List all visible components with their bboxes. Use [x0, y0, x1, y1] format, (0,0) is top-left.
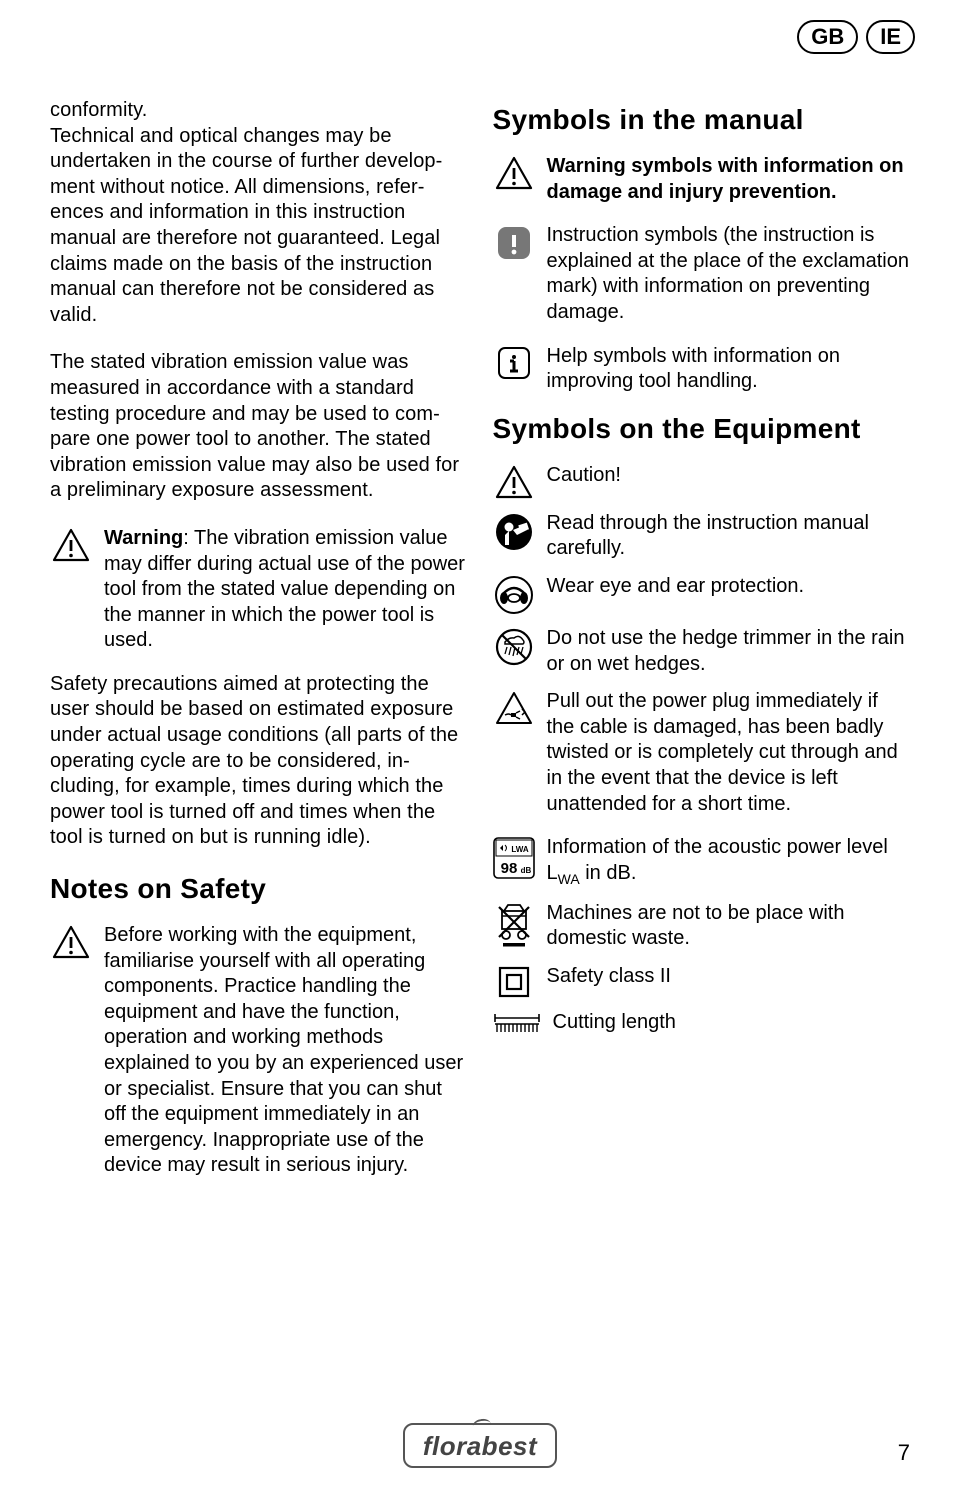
eq-caution-row: Caution! — [493, 463, 911, 499]
eq-waste-text: Machines are not to be place with domest… — [547, 901, 911, 952]
eq-acoustic-text: Information of the acoustic power level … — [547, 835, 911, 889]
para-vibration: The stated vibration emission value was … — [50, 350, 468, 504]
instruction-circle-icon — [493, 223, 535, 261]
warning-vibration-text: Warning: The vibration emission value ma… — [104, 526, 468, 654]
eq-safety-class-row: Safety class II — [493, 964, 911, 998]
unplug-icon — [493, 689, 535, 725]
footer: florabest — [0, 1423, 960, 1468]
no-rain-icon — [493, 626, 535, 666]
eq-waste-row: Machines are not to be place with domest… — [493, 901, 911, 952]
eq-manual-row: Read through the instruction manual care… — [493, 511, 911, 562]
warning-triangle-icon — [493, 154, 535, 190]
brand-logo: florabest — [403, 1423, 557, 1468]
eq-rain-row: Do not use the hedge trimmer in the rain… — [493, 626, 911, 677]
svg-text:dB: dB — [520, 866, 531, 875]
right-column: Symbols in the manual Warning symbols wi… — [493, 98, 911, 1197]
svg-text:98: 98 — [500, 860, 517, 877]
badge-ie: IE — [866, 20, 915, 54]
eq-cutting-length-text: Cutting length — [553, 1010, 911, 1036]
eq-rain-text: Do not use the hedge trimmer in the rain… — [547, 626, 911, 677]
warning-triangle-icon — [50, 526, 92, 562]
safety-class-ii-icon — [493, 964, 535, 998]
notes-safety-text: Before working with the equipment, famil… — [104, 923, 468, 1179]
warning-triangle-icon — [493, 463, 535, 499]
sym-warning-text: Warning symbols with infor­mation on dam… — [547, 154, 911, 205]
heading-symbols-manual: Symbols in the manual — [493, 104, 911, 136]
eq-safety-class-text: Safety class II — [547, 964, 911, 990]
content-columns: conformity. Technical and optical change… — [50, 98, 910, 1197]
sym-instruction-row: Instruction symbols (the instruction is … — [493, 223, 911, 325]
eq-plug-text: Pull out the power plug immediately if t… — [547, 689, 911, 817]
eq-manual-text: Read through the instruction manual care… — [547, 511, 911, 562]
eye-ear-protection-icon — [493, 574, 535, 614]
sym-warning-row: Warning symbols with infor­mation on dam… — [493, 154, 911, 205]
notes-safety-row: Before working with the equipment, famil… — [50, 923, 468, 1179]
eq-cutting-length-row: Cutting length — [493, 1010, 911, 1036]
heading-notes-safety: Notes on Safety — [50, 873, 468, 905]
heading-symbols-equipment: Symbols on the Equipment — [493, 413, 911, 445]
read-manual-icon — [493, 511, 535, 551]
para-conformity: conformity. Technical and optical change… — [50, 98, 468, 328]
lwa-badge-icon: LWA 98 dB — [493, 835, 535, 879]
sym-instruction-text: Instruction symbols (the instruction is … — [547, 223, 911, 325]
eq-protection-text: Wear eye and ear protection. — [547, 574, 911, 600]
sym-help-text: Help symbols with information on improvi… — [547, 344, 911, 395]
eq-plug-row: Pull out the power plug immediately if t… — [493, 689, 911, 817]
svg-text:LWA: LWA — [511, 845, 529, 854]
badge-gb: GB — [797, 20, 858, 54]
sym-help-row: Help symbols with information on improvi… — [493, 344, 911, 395]
page-number: 7 — [898, 1440, 910, 1466]
warning-label: Warning — [104, 527, 183, 549]
info-icon — [493, 344, 535, 380]
warning-vibration-row: Warning: The vibration emission value ma… — [50, 526, 468, 654]
eq-acoustic-row: LWA 98 dB Information of the acoustic po… — [493, 835, 911, 889]
eq-acoustic-b: in dB. — [580, 862, 637, 884]
no-domestic-waste-icon — [493, 901, 535, 947]
country-badges: GB IE — [797, 20, 915, 54]
cutting-length-icon — [493, 1010, 541, 1034]
warning-triangle-icon — [50, 923, 92, 959]
eq-caution-text: Caution! — [547, 463, 911, 489]
eq-protection-row: Wear eye and ear protection. — [493, 574, 911, 614]
eq-acoustic-sub: WA — [558, 871, 580, 887]
left-column: conformity. Technical and optical change… — [50, 98, 468, 1197]
para-safety-precautions: Safety precautions aimed at protecting t… — [50, 672, 468, 851]
